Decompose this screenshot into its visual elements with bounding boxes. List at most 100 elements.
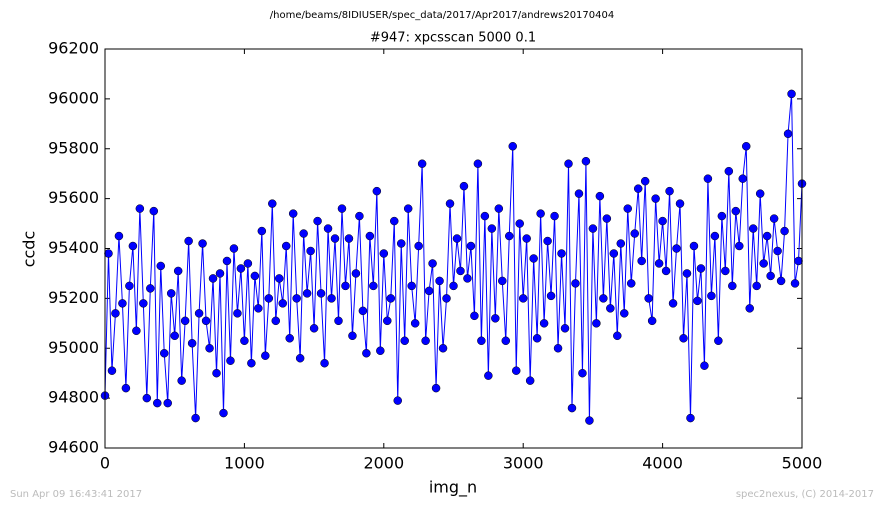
data-point bbox=[585, 416, 594, 425]
data-point bbox=[508, 142, 517, 151]
data-point bbox=[546, 291, 556, 301]
data-point bbox=[337, 204, 347, 213]
data-point bbox=[121, 383, 131, 393]
data-point bbox=[741, 142, 751, 151]
data-point bbox=[518, 294, 528, 303]
y-tick-label: 95400 bbox=[48, 238, 99, 257]
data-point bbox=[748, 224, 758, 233]
data-point bbox=[560, 324, 570, 333]
data-point bbox=[529, 254, 538, 263]
data-point bbox=[390, 216, 399, 226]
data-point bbox=[574, 189, 584, 198]
data-point bbox=[595, 191, 605, 201]
data-point bbox=[567, 403, 577, 413]
data-point bbox=[327, 294, 336, 303]
data-point bbox=[616, 239, 626, 248]
data-point bbox=[229, 244, 239, 253]
data-point bbox=[351, 269, 361, 278]
data-point bbox=[721, 266, 730, 276]
data-point bbox=[170, 331, 179, 341]
data-point bbox=[522, 234, 531, 243]
data-point bbox=[539, 319, 549, 328]
data-point bbox=[379, 249, 389, 258]
data-point bbox=[341, 281, 350, 291]
data-point bbox=[703, 174, 713, 183]
y-tick-label: 96000 bbox=[48, 88, 99, 107]
data-point bbox=[104, 249, 113, 258]
data-point bbox=[689, 241, 699, 251]
data-point bbox=[146, 284, 155, 293]
data-point bbox=[630, 229, 639, 238]
y-tick-label: 96200 bbox=[48, 39, 99, 58]
data-point bbox=[773, 246, 782, 256]
data-point bbox=[410, 319, 420, 328]
data-point bbox=[435, 276, 444, 286]
data-point bbox=[114, 231, 124, 241]
data-point bbox=[738, 174, 748, 183]
data-point bbox=[693, 296, 702, 306]
data-point bbox=[268, 199, 277, 208]
y-tick-label: 94600 bbox=[48, 438, 99, 457]
data-point bbox=[682, 269, 692, 278]
data-point bbox=[644, 294, 653, 303]
data-point bbox=[292, 294, 301, 303]
data-point bbox=[613, 331, 622, 341]
footer-right: spec2nexus, (C) 2014-2017 bbox=[736, 489, 874, 500]
chart-title: #947: xpcsscan 5000 0.1 bbox=[370, 31, 536, 46]
data-point bbox=[686, 413, 695, 423]
data-point bbox=[602, 214, 612, 223]
data-point bbox=[431, 383, 441, 393]
data-point bbox=[222, 256, 232, 266]
data-point bbox=[755, 189, 765, 198]
data-point bbox=[752, 281, 761, 291]
data-point bbox=[466, 241, 476, 251]
data-point bbox=[731, 206, 741, 216]
data-point bbox=[180, 316, 190, 326]
data-point bbox=[658, 216, 667, 226]
data-point bbox=[470, 311, 479, 321]
data-point bbox=[264, 294, 274, 303]
data-point bbox=[675, 199, 685, 208]
data-point bbox=[498, 276, 507, 286]
data-point bbox=[414, 241, 423, 251]
data-point bbox=[783, 129, 793, 139]
data-point bbox=[707, 291, 716, 301]
data-point bbox=[309, 324, 319, 333]
data-point bbox=[477, 336, 486, 346]
data-point bbox=[362, 348, 371, 358]
data-point bbox=[215, 269, 225, 278]
data-point bbox=[295, 353, 305, 363]
data-point bbox=[623, 204, 632, 213]
y-tick-label: 95600 bbox=[48, 188, 99, 207]
data-point bbox=[407, 281, 416, 291]
data-point bbox=[759, 259, 768, 268]
x-tick-label: 2000 bbox=[363, 454, 404, 473]
data-point bbox=[240, 336, 249, 346]
data-point bbox=[396, 239, 406, 248]
data-point bbox=[111, 309, 120, 318]
data-point bbox=[665, 186, 674, 196]
data-point bbox=[463, 274, 472, 283]
data-point bbox=[640, 176, 650, 186]
data-point bbox=[766, 271, 775, 281]
data-point bbox=[334, 316, 343, 326]
data-point bbox=[281, 241, 291, 251]
data-point bbox=[776, 276, 786, 286]
data-point bbox=[424, 286, 434, 296]
data-point bbox=[278, 299, 287, 308]
data-point bbox=[320, 358, 329, 368]
data-point bbox=[578, 368, 587, 378]
data-point bbox=[637, 256, 646, 266]
data-point bbox=[700, 361, 709, 370]
data-point bbox=[156, 261, 166, 271]
data-point bbox=[735, 241, 744, 251]
x-tick-label: 3000 bbox=[503, 454, 544, 473]
data-point bbox=[473, 159, 483, 168]
data-point bbox=[358, 306, 368, 316]
data-point bbox=[525, 376, 535, 385]
data-point bbox=[247, 358, 256, 368]
data-point bbox=[672, 244, 681, 253]
data-point bbox=[717, 211, 727, 221]
